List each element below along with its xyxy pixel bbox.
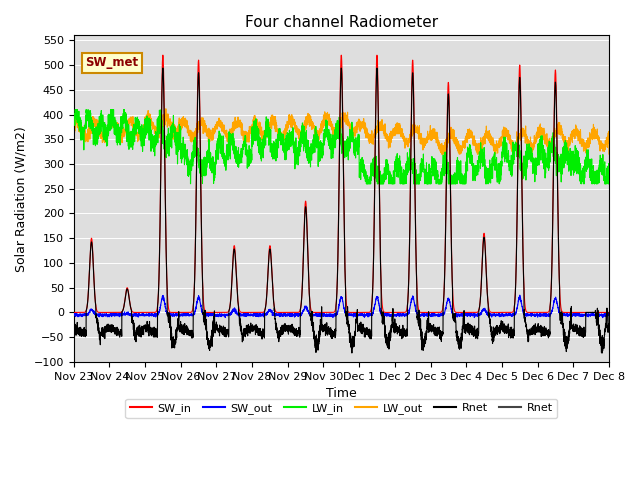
Title: Four channel Radiometer: Four channel Radiometer: [244, 15, 438, 30]
Legend: SW_in, SW_out, LW_in, LW_out, Rnet, Rnet: SW_in, SW_out, LW_in, LW_out, Rnet, Rnet: [125, 398, 557, 419]
Y-axis label: Solar Radiation (W/m2): Solar Radiation (W/m2): [15, 126, 28, 272]
Text: SW_met: SW_met: [85, 56, 138, 70]
X-axis label: Time: Time: [326, 387, 356, 400]
